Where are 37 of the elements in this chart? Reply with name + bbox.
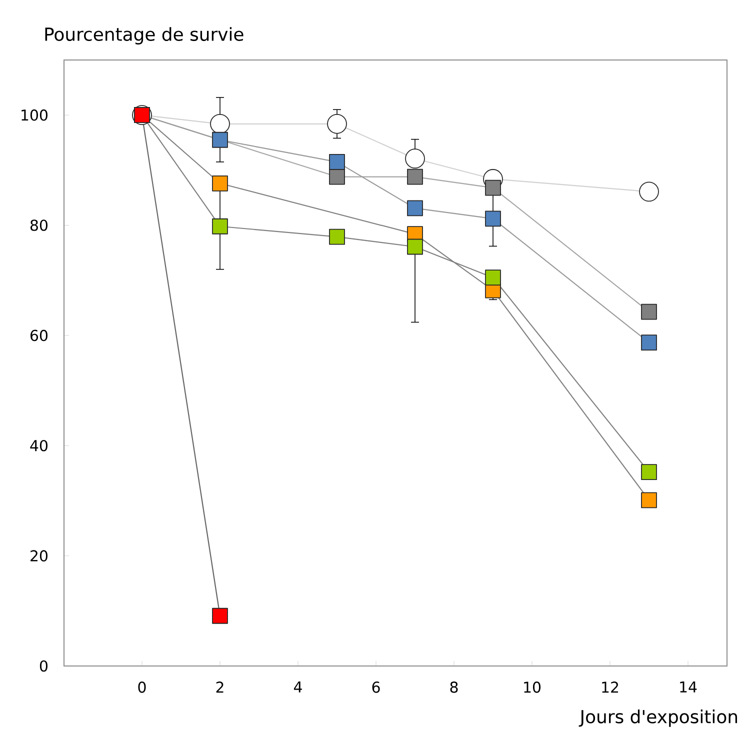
y-tick-label: 0 <box>40 660 48 672</box>
x-tick-label: 12 <box>602 682 618 693</box>
x-tick-label: 6 <box>372 682 380 693</box>
point <box>212 175 228 192</box>
x-tick-label: 8 <box>450 682 458 693</box>
point <box>641 304 657 320</box>
point <box>485 210 501 227</box>
y-tick-label: 80 <box>30 220 48 231</box>
x-axis-title: Jours d'exposition <box>578 710 737 727</box>
point <box>405 148 425 169</box>
point <box>407 238 423 255</box>
point <box>327 114 347 134</box>
point <box>329 168 345 185</box>
point <box>212 132 228 148</box>
x-tick-label: 14 <box>680 682 697 692</box>
point <box>329 228 345 245</box>
y-tick-label: 20 <box>30 550 48 562</box>
y-tick-label: 100 <box>22 109 48 121</box>
point <box>639 182 659 202</box>
point <box>485 180 501 196</box>
x-tick-label: 4 <box>294 682 302 692</box>
point <box>329 154 345 170</box>
point <box>641 334 657 351</box>
y-tick-label: 60 <box>30 330 48 342</box>
point <box>485 270 501 286</box>
point <box>641 464 657 480</box>
point <box>641 492 657 508</box>
point <box>212 608 228 624</box>
point <box>210 114 230 134</box>
y-tick-label: 40 <box>30 440 48 452</box>
point <box>407 200 423 216</box>
point <box>212 218 228 234</box>
x-tick-label: 2 <box>216 682 224 693</box>
x-tick-label: 0 <box>138 682 146 693</box>
y-axis-title: Pourcentage de survie <box>45 27 244 44</box>
point <box>407 168 423 185</box>
x-tick-label: 10 <box>524 682 541 693</box>
